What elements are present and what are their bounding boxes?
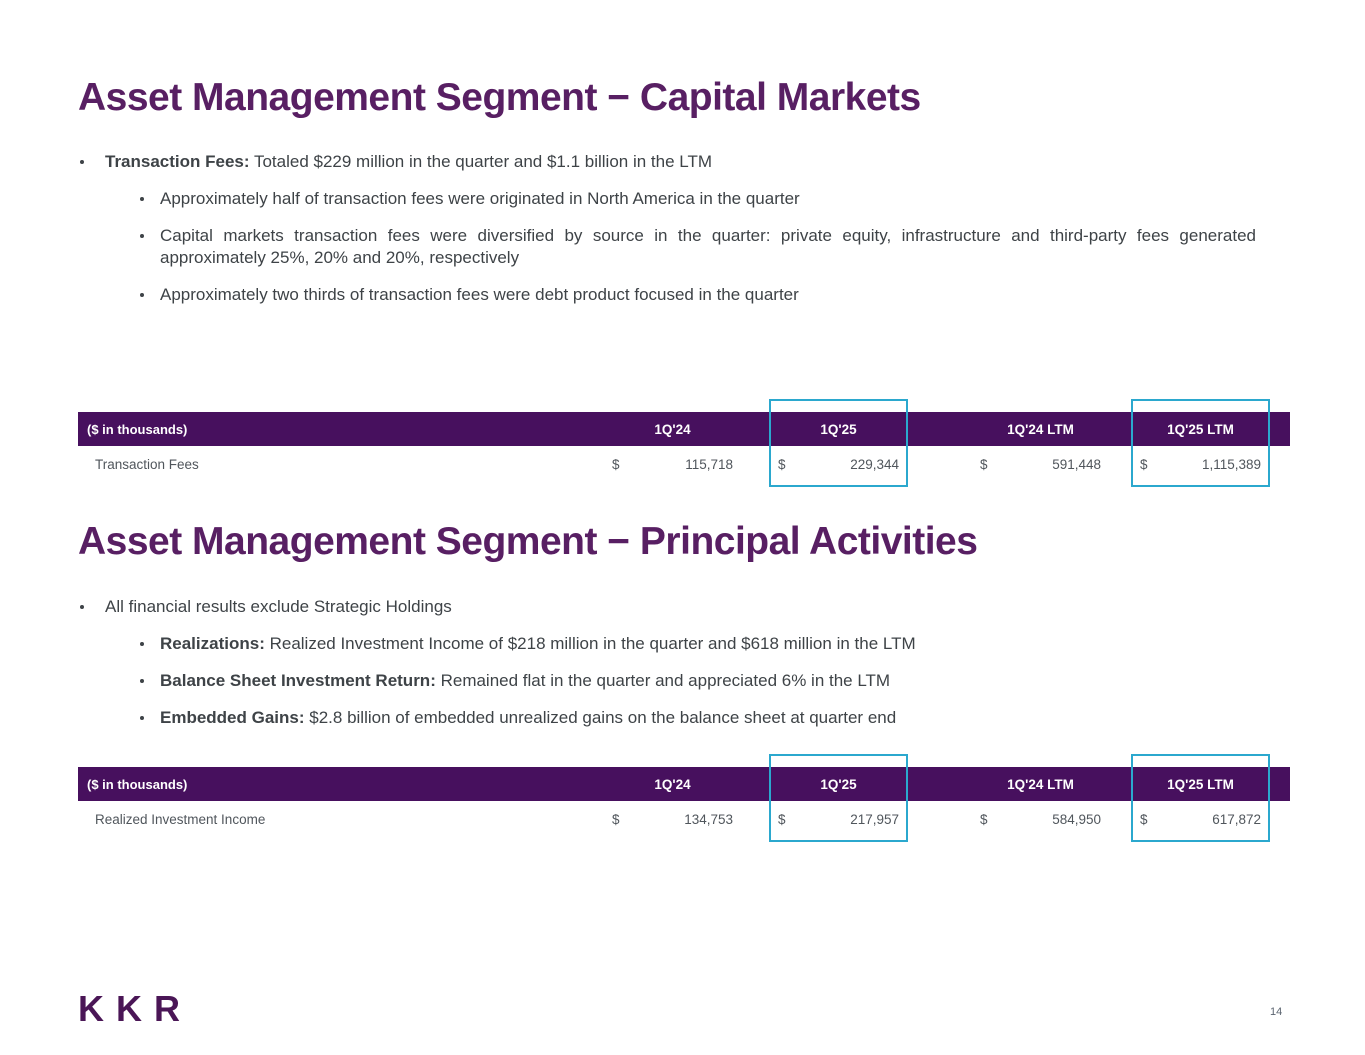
currency-symbol: $ xyxy=(1140,456,1148,472)
bullet-icon xyxy=(78,596,105,618)
table: ($ in thousands) 1Q'24 1Q'25 1Q'24 LTM 1… xyxy=(78,412,1290,482)
bullet-icon xyxy=(138,670,160,692)
highlight-box-1q25 xyxy=(769,754,908,842)
currency-symbol: $ xyxy=(612,456,620,472)
bullet-body: Totaled $229 million in the quarter and … xyxy=(249,152,712,171)
principal-activities-bullets: All financial results exclude Strategic … xyxy=(78,596,1278,744)
bullet-transaction-fees: Transaction Fees: Totaled $229 million i… xyxy=(78,151,1278,173)
bullet-lead: Embedded Gains: xyxy=(160,708,305,727)
table-unit-label: ($ in thousands) xyxy=(87,421,188,437)
table-row: Realized Investment Income $134,753 $217… xyxy=(78,801,1290,837)
column-header-1q24: 1Q'24 xyxy=(654,776,691,792)
sub-bullet-diversified-source: Capital markets transaction fees were di… xyxy=(138,225,1278,269)
bullet-icon xyxy=(138,707,160,729)
bullet-lead: Balance Sheet Investment Return: xyxy=(160,671,436,690)
table-unit-label: ($ in thousands) xyxy=(87,776,188,792)
bullet-icon xyxy=(138,225,160,269)
sub-bullet-embedded-gains: Embedded Gains: $2.8 billion of embedded… xyxy=(138,707,1278,729)
cell-value: 591,448 xyxy=(1052,456,1101,472)
column-header-1q25-ltm: 1Q'25 LTM xyxy=(1167,421,1234,437)
cell-value: 229,344 xyxy=(850,456,899,472)
bullet-lead: Transaction Fees: xyxy=(105,152,250,171)
bullet-icon xyxy=(78,151,105,173)
bullet-body: Remained flat in the quarter and appreci… xyxy=(435,671,891,690)
cell-1q24: $134,753 xyxy=(605,812,740,827)
highlight-box-1q25-ltm xyxy=(1131,754,1270,842)
column-header-1q24-ltm: 1Q'24 LTM xyxy=(1007,421,1074,437)
sub-bullet-debt-product: Approximately two thirds of transaction … xyxy=(138,284,1278,306)
sub-bullet-text: Capital markets transaction fees were di… xyxy=(160,226,1256,267)
cell-value: 584,950 xyxy=(1052,811,1101,827)
column-header-1q24: 1Q'24 xyxy=(654,421,691,437)
cell-value: 134,753 xyxy=(684,811,733,827)
table: ($ in thousands) 1Q'24 1Q'25 1Q'24 LTM 1… xyxy=(78,767,1290,837)
column-header-1q25-ltm: 1Q'25 LTM xyxy=(1167,776,1234,792)
currency-symbol: $ xyxy=(980,811,988,827)
cell-1q25-ltm: $1,115,389 xyxy=(1133,457,1268,472)
table-row: Transaction Fees $115,718 $229,344 $591,… xyxy=(78,446,1290,482)
bullet-body: $2.8 billion of embedded unrealized gain… xyxy=(304,708,897,727)
currency-symbol: $ xyxy=(1140,811,1148,827)
bullet-text: All financial results exclude Strategic … xyxy=(105,597,452,616)
cell-1q25: $229,344 xyxy=(771,457,906,472)
cell-1q24-ltm: $584,950 xyxy=(973,812,1108,827)
sub-bullet-north-america: Approximately half of transaction fees w… xyxy=(138,188,1278,210)
sub-bullet-text: Embedded Gains: $2.8 billion of embedded… xyxy=(160,707,1278,729)
bullet-body: Realized Investment Income of $218 milli… xyxy=(264,634,916,653)
cell-1q24: $115,718 xyxy=(605,457,740,472)
highlight-box-1q25 xyxy=(769,399,908,487)
bullet-lead: Realizations: xyxy=(160,634,265,653)
capital-markets-table: ($ in thousands) 1Q'24 1Q'25 1Q'24 LTM 1… xyxy=(78,399,1290,491)
principal-activities-table: ($ in thousands) 1Q'24 1Q'25 1Q'24 LTM 1… xyxy=(78,754,1290,846)
sub-bullet-realizations: Realizations: Realized Investment Income… xyxy=(138,633,1278,655)
highlight-box-1q25-ltm xyxy=(1131,399,1270,487)
bullet-text: Transaction Fees: Totaled $229 million i… xyxy=(105,151,1278,173)
principal-activities-title: Asset Management Segment − Principal Act… xyxy=(78,520,978,563)
page-number: 14 xyxy=(1270,1006,1283,1018)
sub-bullet-text: Approximately two thirds of transaction … xyxy=(160,285,799,304)
sub-bullet-text: Realizations: Realized Investment Income… xyxy=(160,633,1278,655)
column-header-1q24-ltm: 1Q'24 LTM xyxy=(1007,776,1074,792)
cell-1q25: $217,957 xyxy=(771,812,906,827)
sub-bullet-text: Balance Sheet Investment Return: Remaine… xyxy=(160,670,1278,692)
cell-1q24-ltm: $591,448 xyxy=(973,457,1108,472)
row-label: Transaction Fees xyxy=(95,456,199,472)
bullet-icon xyxy=(138,633,160,655)
column-header-1q25: 1Q'25 xyxy=(820,421,857,437)
cell-1q25-ltm: $617,872 xyxy=(1133,812,1268,827)
currency-symbol: $ xyxy=(778,456,786,472)
capital-markets-title: Asset Management Segment − Capital Marke… xyxy=(78,76,921,119)
bullet-icon xyxy=(138,188,160,210)
cell-value: 217,957 xyxy=(850,811,899,827)
cell-value: 617,872 xyxy=(1212,811,1261,827)
sub-bullet-balance-sheet-return: Balance Sheet Investment Return: Remaine… xyxy=(138,670,1278,692)
sub-bullet-text: Approximately half of transaction fees w… xyxy=(160,189,800,208)
bullet-icon xyxy=(138,284,160,306)
kkr-logo: KKR xyxy=(78,988,192,1029)
cell-value: 115,718 xyxy=(685,456,733,472)
cell-value: 1,115,389 xyxy=(1201,456,1261,472)
currency-symbol: $ xyxy=(778,811,786,827)
column-header-1q25: 1Q'25 xyxy=(820,776,857,792)
currency-symbol: $ xyxy=(612,811,620,827)
currency-symbol: $ xyxy=(980,456,988,472)
table-header-row: ($ in thousands) 1Q'24 1Q'25 1Q'24 LTM 1… xyxy=(78,412,1290,446)
bullet-strategic-holdings: All financial results exclude Strategic … xyxy=(78,596,1278,618)
capital-markets-bullets: Transaction Fees: Totaled $229 million i… xyxy=(78,151,1278,321)
row-label: Realized Investment Income xyxy=(95,811,266,827)
table-header-row: ($ in thousands) 1Q'24 1Q'25 1Q'24 LTM 1… xyxy=(78,767,1290,801)
